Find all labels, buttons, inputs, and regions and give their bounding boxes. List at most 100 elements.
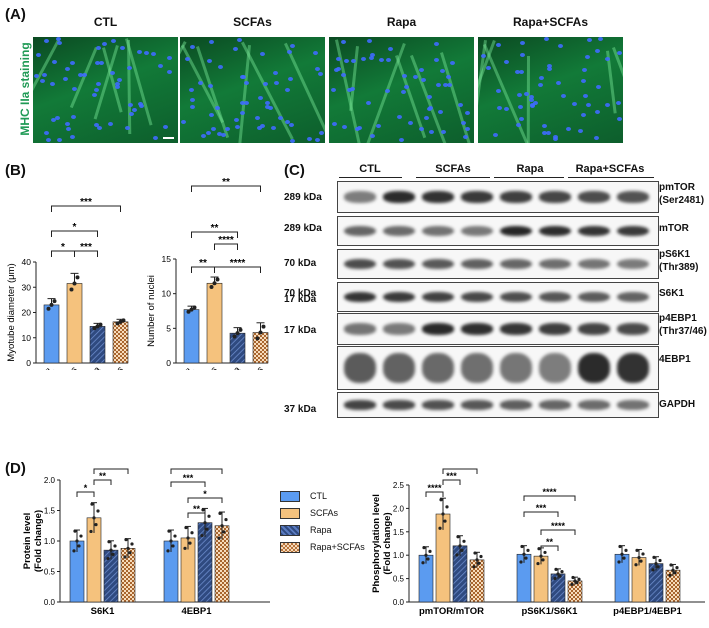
blot-band [500,400,532,410]
y-tick-label: 0 [26,358,31,368]
nucleus [402,74,408,79]
nucleus [331,87,337,92]
blot-band [617,400,649,410]
data-point [128,551,132,555]
nucleus [433,57,439,62]
nucleus [581,68,587,73]
significance-bracket [187,497,223,503]
nucleus [519,53,525,57]
data-point [556,572,560,576]
data-point [472,565,476,569]
legend-label: Rapa+SCFAs [310,542,365,552]
blot-band [578,400,610,410]
nucleus [388,46,394,51]
data-point [167,529,171,533]
data-point [455,553,459,557]
data-point [115,321,120,326]
data-point [543,550,547,555]
nucleus [65,121,71,126]
data-point [171,544,175,548]
nucleus [584,54,590,59]
blot-band [461,258,493,270]
nucleus [427,107,433,112]
x-tick-label: CTL [37,364,56,370]
data-point [235,331,240,336]
nucleus [349,87,355,92]
data-point [526,548,530,552]
nucleus [289,44,295,49]
nucleus [44,131,50,136]
y-axis-label: Number of nuclei [146,275,157,347]
nucleus [553,137,559,142]
blot-band [500,225,532,237]
nucleus [137,50,143,55]
data-point [126,546,130,550]
nucleus [341,72,347,77]
significance-label: * [73,222,77,233]
nucleus [594,109,600,114]
y-tick-label: 5 [166,323,171,333]
data-point [220,524,224,528]
data-point [261,324,266,329]
nucleus [259,52,265,57]
data-point [441,512,445,516]
nucleus [369,134,375,139]
blot-row-4ebp1 [337,346,659,390]
blot-band [422,225,454,237]
significance-bracket [93,479,112,485]
data-point [106,556,110,561]
significance-bracket [170,468,223,474]
blot-band [344,225,376,237]
data-point [95,324,100,329]
nucleus [208,39,214,44]
data-point [113,544,117,548]
blot-band [383,323,415,335]
nucleus [207,59,213,64]
data-point [618,544,622,549]
nucleus [361,56,367,61]
significance-bracket [442,468,478,474]
nucleus [254,115,260,120]
nucleus [595,48,601,53]
y-tick-label: 2.5 [393,481,405,490]
nucleus [272,70,278,75]
bar-scfas [206,282,223,364]
nucleus [493,132,499,137]
blot-band [500,353,532,383]
blot-band [617,225,649,237]
nucleus [418,126,424,131]
legend-swatch [280,507,300,519]
nucleus [209,112,215,117]
protein-name-label: S6K1 [659,288,685,299]
significance-bracket [76,491,95,497]
data-point [209,285,214,290]
panel-label-c: (C) [284,162,305,179]
protein-name-label: pS6K1 (Thr389) [659,249,699,273]
nucleus [234,117,240,122]
phosphorylation-level-chart: 0.0 0.5 1.0 1.5 2.0 2.5 Phosphorylation level(… [371,468,705,617]
significance-bracket [93,468,129,474]
data-point [426,557,430,561]
blot-band [578,291,610,303]
myotube-fiber [70,47,98,108]
nucleus [556,81,562,86]
significance-bracket [214,266,261,273]
protein-name-label: mTOR [659,223,689,234]
blot-group-ctl: CTL [359,163,381,175]
data-point [109,548,113,552]
data-point [479,554,483,559]
data-point [201,508,205,512]
nucleus [605,57,611,61]
nucleus [580,112,586,117]
data-point [69,287,74,292]
significance-label: ** [193,504,201,514]
nucleus [585,102,591,107]
nucleus [108,121,114,126]
nucleus [449,61,455,65]
nucleus [446,83,452,88]
nucleus [577,128,583,133]
data-point [173,534,177,538]
micrograph-rapa [329,37,474,143]
nucleus [529,102,535,107]
nucleus [265,104,271,109]
